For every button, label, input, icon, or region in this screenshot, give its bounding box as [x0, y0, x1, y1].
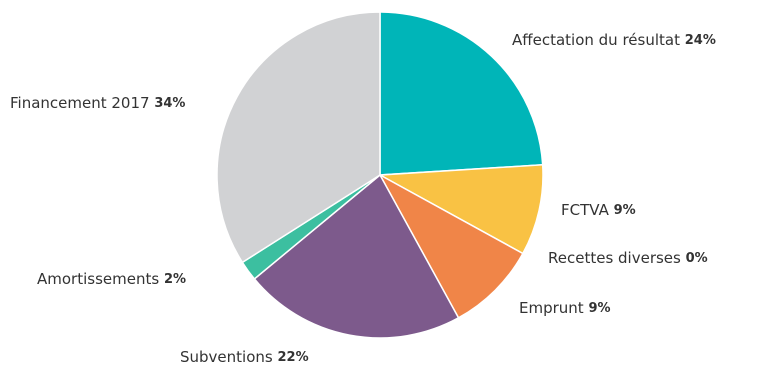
slice-name: Amortissements — [37, 270, 159, 288]
slice-label: Financement 2017 34% — [10, 94, 185, 112]
slice-label: Recettes diverses 0% — [548, 249, 708, 267]
slice-name: Emprunt — [519, 299, 584, 317]
pie-slice — [216, 11, 381, 264]
slice-name: FCTVA — [561, 201, 610, 219]
slice-value: 2% — [164, 272, 186, 287]
slice-label: Emprunt 9% — [519, 299, 611, 317]
slice-value: 0% — [686, 251, 708, 266]
slice-name: Subventions — [180, 348, 273, 365]
pie-slice — [378, 173, 524, 319]
pie-slice — [253, 173, 460, 339]
slice-value: 9% — [614, 203, 636, 218]
slice-label: Amortissements 2% — [37, 270, 186, 288]
slice-name: Affectation du résultat — [512, 31, 680, 49]
slice-name: Financement 2017 — [10, 94, 150, 112]
slice-value: 9% — [588, 301, 610, 316]
slice-label: Subventions 22% — [180, 348, 309, 365]
slice-value: 22% — [278, 350, 309, 365]
slice-name: Recettes diverses — [548, 249, 681, 267]
pie-slice — [377, 163, 544, 255]
slice-label: Affectation du résultat 24% — [512, 31, 716, 49]
pie-slice — [379, 11, 544, 176]
slice-value: 24% — [685, 33, 716, 48]
slice-value: 34% — [154, 96, 185, 111]
slice-label: FCTVA 9% — [561, 201, 636, 219]
